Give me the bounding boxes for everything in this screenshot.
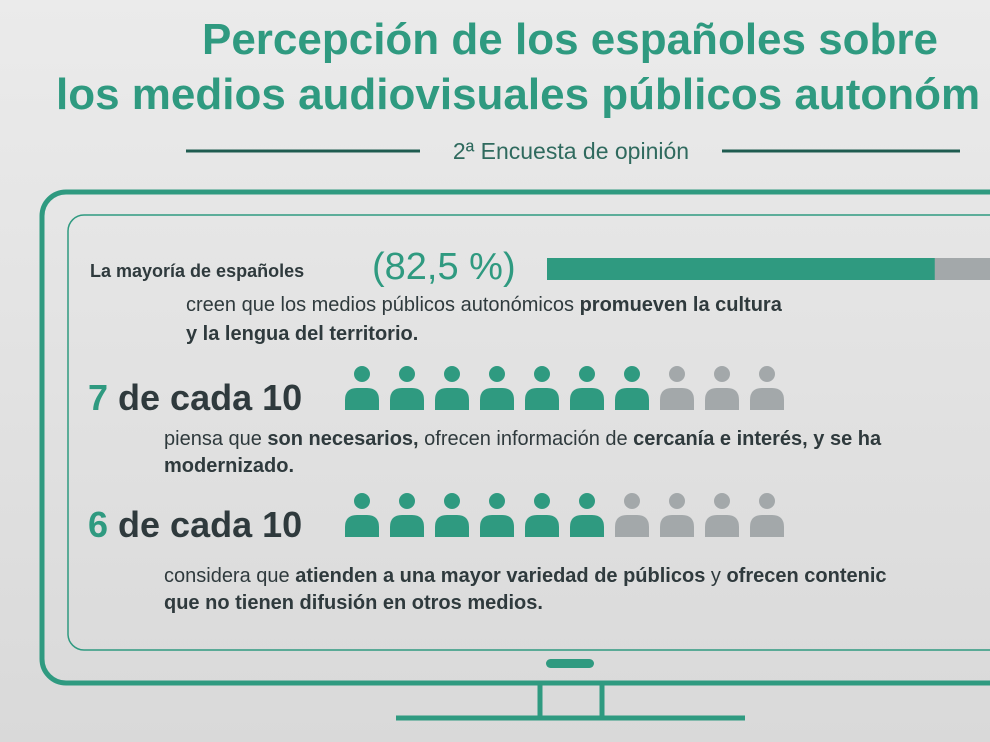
body-text: que no tienen difusión en otros medios. <box>164 592 543 614</box>
person-icon <box>615 366 649 410</box>
value-label: (82,5 %) <box>372 246 516 288</box>
bold-text: ofrecen contenic <box>726 565 886 587</box>
body-text: considera que atienden a una mayor varie… <box>164 565 887 587</box>
body-text: modernizado. <box>164 455 294 477</box>
text-segment: piensa que <box>164 428 267 450</box>
ratio-text: 7 de cada 10 <box>88 377 302 418</box>
person-icon <box>480 493 514 537</box>
title: Percepción de los españoles sobre <box>202 15 938 64</box>
subtitle: 2ª Encuesta de opinión <box>453 138 689 164</box>
text-segment: considera que <box>164 565 295 587</box>
monitor-button <box>546 659 594 668</box>
lead-text: La mayoría de españoles <box>90 261 304 281</box>
ratio-text: 6 de cada 10 <box>88 504 302 545</box>
person-icon <box>435 366 469 410</box>
person-icon <box>435 493 469 537</box>
person-icon <box>390 493 424 537</box>
person-icon <box>525 366 559 410</box>
ratio-count: 7 <box>88 377 108 418</box>
person-icon <box>705 493 739 537</box>
body-text: y la lengua del territorio. <box>186 323 418 345</box>
person-icon <box>570 366 604 410</box>
person-icon <box>660 366 694 410</box>
ratio-middle: de cada <box>118 377 253 418</box>
person-icon <box>345 366 379 410</box>
person-icon <box>525 493 559 537</box>
bold-text: y la lengua del territorio. <box>186 323 418 345</box>
person-icon <box>615 493 649 537</box>
person-icon <box>750 493 784 537</box>
person-icon <box>705 366 739 410</box>
title: los medios audiovisuales públicos autonó… <box>56 70 980 119</box>
monitor-screen <box>67 214 990 651</box>
body-text: creen que los medios públicos autonómico… <box>186 294 783 316</box>
bar <box>547 258 935 280</box>
person-icon <box>390 366 424 410</box>
text-segment: ofrecen información de <box>419 428 634 450</box>
monitor-frame <box>39 189 990 686</box>
body-text: piensa que son necesarios, ofrecen infor… <box>164 428 882 450</box>
bold-text: cercanía e interés, y se ha <box>633 428 882 450</box>
person-icon <box>750 366 784 410</box>
text-segment: y <box>705 565 726 587</box>
bold-text: promueven la cultura <box>580 294 783 316</box>
bold-text: son necesarios, <box>267 428 418 450</box>
ratio-total: 10 <box>262 504 302 545</box>
person-icon <box>345 493 379 537</box>
bold-text: atienden a una mayor variedad de público… <box>295 565 705 587</box>
bold-text: modernizado. <box>164 455 294 477</box>
text-segment: creen que los medios públicos autonómico… <box>186 294 580 316</box>
ratio-count: 6 <box>88 504 108 545</box>
person-icon <box>480 366 514 410</box>
monitor-stand <box>396 685 745 721</box>
person-icon <box>660 493 694 537</box>
ratio-middle: de cada <box>118 504 253 545</box>
bold-text: que no tienen difusión en otros medios. <box>164 592 543 614</box>
ratio-total: 10 <box>262 377 302 418</box>
person-icon <box>570 493 604 537</box>
